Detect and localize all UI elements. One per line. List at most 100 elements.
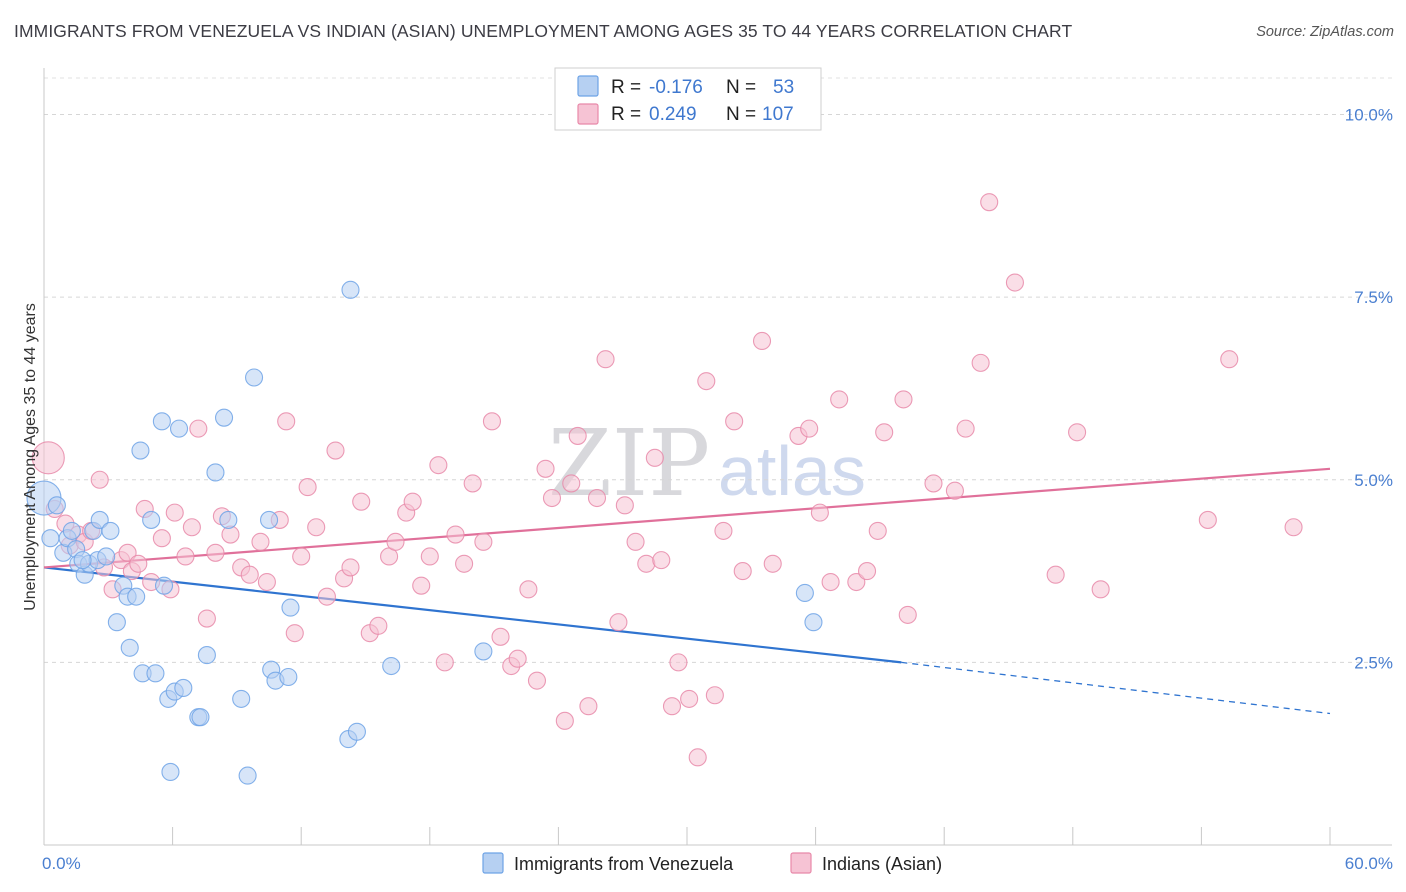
- trend-line-indians: [43, 467, 1331, 569]
- point-indians: [1220, 350, 1239, 369]
- point-indians: [688, 748, 707, 767]
- point-indians: [1005, 273, 1024, 292]
- point-indians: [596, 350, 615, 369]
- point-indians: [129, 554, 148, 573]
- point-venezuela: [142, 510, 161, 529]
- point-venezuela: [127, 587, 146, 606]
- point-indians: [292, 547, 311, 566]
- correlation-legend: R = -0.176 N = 53 R = 0.249 N = 107: [554, 67, 822, 131]
- trend-line-venezuela: [43, 566, 902, 664]
- point-indians: [945, 481, 964, 500]
- point-indians: [352, 492, 371, 511]
- point-indians: [1068, 423, 1087, 442]
- point-venezuela: [206, 463, 225, 482]
- point-indians: [455, 554, 474, 573]
- point-venezuela: [259, 510, 279, 529]
- point-indians: [705, 686, 724, 705]
- point-indians: [482, 412, 502, 431]
- point-indians: [752, 331, 772, 351]
- point-indians: [182, 518, 201, 537]
- point-indians: [307, 518, 326, 537]
- point-indians: [800, 419, 819, 438]
- point-venezuela: [97, 547, 116, 566]
- point-indians: [298, 478, 317, 497]
- point-indians: [491, 627, 510, 646]
- point-indians: [31, 441, 65, 475]
- point-indians: [568, 426, 587, 445]
- point-indians: [435, 653, 454, 672]
- point-venezuela: [107, 613, 126, 632]
- point-indians: [446, 525, 465, 544]
- point-venezuela: [41, 529, 60, 548]
- tick-labels: 2.5% 5.0% 7.5% 10.0% 0.0% 60.0%: [42, 106, 1393, 873]
- point-indians: [420, 547, 439, 566]
- point-indians: [956, 419, 975, 438]
- y-tick-label: 2.5%: [1354, 653, 1393, 672]
- point-indians: [369, 616, 388, 635]
- point-indians: [894, 390, 913, 409]
- point-indians: [898, 605, 917, 624]
- point-indians: [317, 587, 336, 606]
- point-indians: [714, 521, 733, 540]
- point-indians: [474, 532, 493, 551]
- point-indians: [857, 562, 877, 581]
- point-venezuela: [238, 766, 257, 785]
- point-indians: [609, 613, 628, 632]
- point-indians: [189, 419, 208, 438]
- point-indians: [821, 572, 840, 592]
- point-venezuela: [154, 576, 174, 595]
- point-indians: [868, 521, 887, 540]
- point-venezuela: [804, 613, 823, 632]
- point-indians: [662, 697, 682, 716]
- point-venezuela: [214, 408, 234, 427]
- point-indians: [1284, 518, 1303, 537]
- point-venezuela: [161, 762, 180, 782]
- point-indians: [165, 503, 184, 522]
- point-indians: [725, 412, 744, 431]
- point-indians: [429, 456, 448, 475]
- point-venezuela: [347, 722, 366, 741]
- y-tick-label: 5.0%: [1354, 471, 1393, 490]
- point-indians: [277, 412, 296, 431]
- point-indians: [626, 532, 645, 551]
- watermark-atlas: atlas: [718, 432, 866, 510]
- point-venezuela: [174, 678, 193, 697]
- point-indians: [645, 448, 664, 467]
- point-indians: [1091, 580, 1110, 599]
- point-indians: [697, 372, 716, 391]
- data-points: [26, 193, 1303, 785]
- series-legend-swatch-indians: [790, 852, 812, 874]
- point-venezuela: [219, 510, 238, 529]
- point-indians: [285, 624, 304, 643]
- point-indians: [519, 580, 538, 599]
- point-venezuela: [474, 642, 493, 661]
- point-indians: [652, 551, 671, 570]
- point-venezuela: [101, 521, 120, 540]
- point-venezuela: [120, 638, 139, 657]
- point-indians: [587, 488, 607, 508]
- point-indians: [90, 470, 109, 489]
- point-indians: [924, 474, 943, 493]
- source-credit: Source: ZipAtlas.com: [1256, 24, 1394, 40]
- point-venezuela: [341, 280, 360, 299]
- point-indians: [118, 543, 137, 562]
- point-venezuela: [232, 689, 251, 708]
- trend-lines: [43, 467, 1331, 715]
- point-venezuela: [131, 441, 150, 460]
- legend-swatch-indians: [577, 103, 599, 125]
- point-venezuela: [47, 496, 66, 515]
- legend-r-value-indians: 0.249: [649, 104, 697, 125]
- point-indians: [971, 353, 990, 372]
- y-tick-label: 7.5%: [1354, 288, 1393, 307]
- point-indians: [412, 576, 431, 595]
- point-venezuela: [191, 708, 210, 727]
- point-indians: [1198, 510, 1217, 529]
- point-indians: [980, 193, 999, 212]
- legend-n-value-indians: 107: [762, 104, 794, 125]
- series-legend-label-indians: Indians (Asian): [822, 854, 942, 874]
- point-venezuela: [169, 419, 189, 438]
- point-indians: [637, 554, 656, 573]
- point-indians: [810, 503, 829, 522]
- point-venezuela: [281, 598, 300, 617]
